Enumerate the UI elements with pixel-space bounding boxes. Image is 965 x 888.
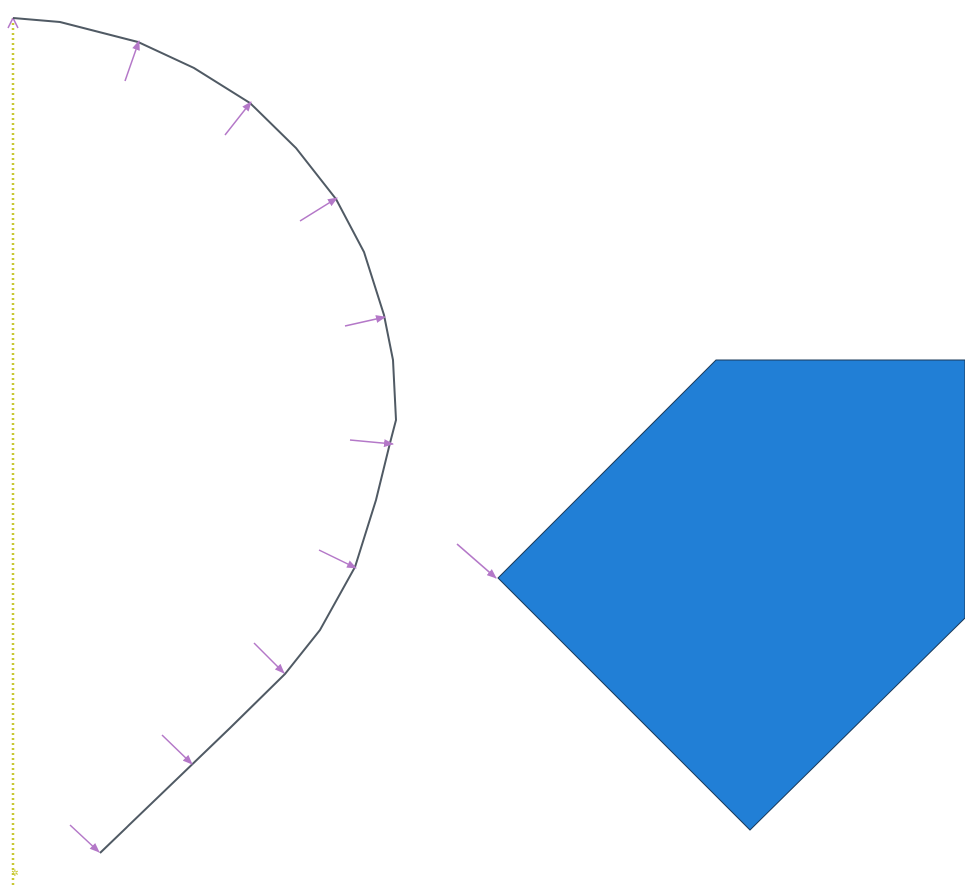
pressure-arrow-icon xyxy=(349,439,394,448)
boundary-condition-icon[interactable] xyxy=(77,842,109,878)
boundary-condition-icon[interactable] xyxy=(473,568,505,604)
pressure-arrow-icon xyxy=(224,101,252,136)
axis-top-arrow-icon xyxy=(7,17,19,29)
pressure-arrow-icon xyxy=(161,734,193,765)
axis-bottom-marker-icon: ✲ xyxy=(11,869,19,879)
pressure-load-group-left xyxy=(69,40,394,853)
curved-outline[interactable] xyxy=(12,17,398,854)
pressure-arrow-icon xyxy=(253,642,285,674)
solid-body[interactable] xyxy=(497,359,965,831)
pressure-arrow-icon xyxy=(344,315,386,327)
pressure-arrow-icon xyxy=(318,549,357,569)
pressure-arrow-icon xyxy=(69,824,100,853)
pressure-arrow-icon xyxy=(124,40,140,82)
pressure-arrow-icon xyxy=(456,543,497,579)
pressure-arrow-icon xyxy=(299,197,338,222)
